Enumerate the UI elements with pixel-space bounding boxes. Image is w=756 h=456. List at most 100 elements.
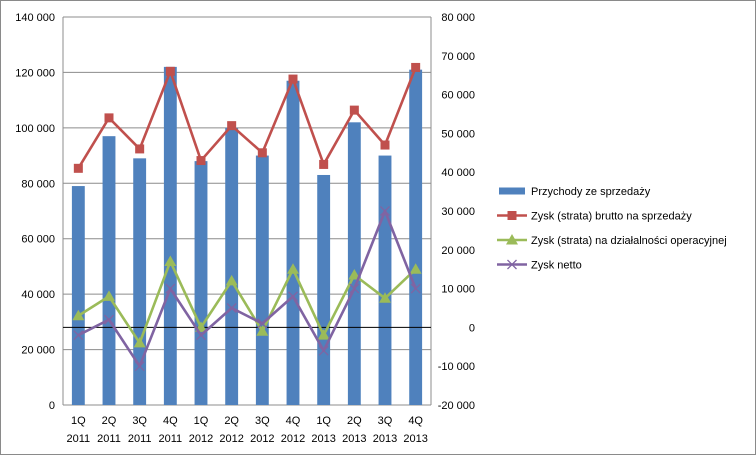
point-1-8 bbox=[317, 329, 330, 340]
x-tick-label-q-10: 3Q bbox=[378, 415, 393, 427]
x-tick-label-q-8: 1Q bbox=[316, 415, 331, 427]
right-tick-label-3: 10 000 bbox=[441, 284, 475, 296]
point-2-10 bbox=[380, 206, 390, 216]
bar-11 bbox=[409, 69, 423, 406]
x-tick-label-q-2: 3Q bbox=[132, 415, 147, 427]
point-2-7 bbox=[288, 291, 298, 302]
right-tick-label-0: -20 000 bbox=[438, 400, 475, 412]
point-2-4 bbox=[196, 330, 206, 341]
point-2-5 bbox=[226, 303, 237, 313]
right-tick-label-7: 50 000 bbox=[441, 128, 475, 140]
point-2-1 bbox=[104, 314, 114, 325]
bar-10 bbox=[378, 155, 392, 405]
x-tick-label-q-11: 4Q bbox=[408, 415, 423, 427]
bar-8 bbox=[317, 174, 331, 405]
point-0-9 bbox=[349, 105, 359, 115]
bar-6 bbox=[255, 155, 269, 405]
point-1-7 bbox=[287, 263, 299, 274]
point-1-1 bbox=[103, 290, 115, 301]
point-2-2 bbox=[134, 361, 145, 372]
point-2-8 bbox=[318, 345, 329, 356]
x-tick-label-year-9: 2013 bbox=[342, 433, 366, 445]
point-1-0 bbox=[72, 309, 85, 321]
bar-9 bbox=[347, 122, 361, 406]
left-tick-label-5: 100 000 bbox=[15, 123, 55, 135]
legend-marker-1 bbox=[507, 211, 517, 220]
point-2-6 bbox=[257, 318, 268, 329]
point-0-0 bbox=[73, 163, 83, 173]
x-tick-label-year-4: 2012 bbox=[189, 433, 213, 445]
x-tick-label-q-3: 4Q bbox=[163, 415, 178, 427]
right-tick-label-2: 0 bbox=[469, 322, 475, 334]
point-1-11 bbox=[409, 263, 422, 274]
legend-item-2: Zysk (strata) na działalności operacyjne… bbox=[497, 234, 727, 247]
x-tick-label-q-4: 1Q bbox=[194, 415, 209, 427]
point-0-2 bbox=[135, 144, 145, 154]
point-0-11 bbox=[411, 62, 421, 72]
point-1-9 bbox=[348, 269, 361, 280]
legend-marker-2 bbox=[506, 234, 518, 245]
x-tick-label-year-1: 2011 bbox=[97, 433, 121, 445]
point-0-4 bbox=[196, 156, 206, 166]
point-1-3 bbox=[164, 255, 177, 266]
line-series-2 bbox=[77, 209, 417, 368]
x-tick-label-year-5: 2012 bbox=[219, 433, 243, 445]
left-tick-label-7: 140 000 bbox=[15, 12, 55, 24]
left-tick-label-6: 120 000 bbox=[15, 67, 55, 79]
x-tick-label-year-8: 2013 bbox=[311, 433, 335, 445]
legend-item-1: Zysk (strata) brutto na sprzedaży bbox=[497, 211, 692, 223]
bar-4 bbox=[194, 161, 208, 405]
point-2-3 bbox=[165, 283, 176, 294]
bar-0 bbox=[71, 186, 85, 405]
x-tick-label-q-1: 2Q bbox=[102, 415, 117, 427]
left-tick-label-0: 0 bbox=[49, 400, 55, 412]
line-series-1 bbox=[77, 260, 417, 345]
legend-label-0: Przychody ze sprzedaży bbox=[531, 186, 651, 198]
bar-2 bbox=[133, 158, 147, 405]
point-0-1 bbox=[104, 113, 114, 123]
right-tick-label-8: 60 000 bbox=[441, 90, 475, 102]
legend-item-0: Przychody ze sprzedaży bbox=[499, 186, 651, 198]
point-0-3 bbox=[165, 66, 175, 76]
point-2-0 bbox=[73, 330, 84, 341]
bar-3 bbox=[163, 66, 177, 405]
point-1-5 bbox=[225, 274, 238, 286]
right-tick-label-5: 30 000 bbox=[441, 206, 475, 218]
x-tick-label-year-0: 2011 bbox=[67, 433, 91, 445]
x-tick-label-q-0: 1Q bbox=[71, 415, 86, 427]
legend-item-3: Zysk netto bbox=[497, 260, 582, 272]
point-1-2 bbox=[133, 336, 146, 348]
x-tick-label-year-6: 2012 bbox=[250, 433, 274, 445]
x-tick-label-year-3: 2011 bbox=[159, 433, 183, 445]
x-tick-label-year-10: 2013 bbox=[373, 433, 397, 445]
left-tick-label-3: 60 000 bbox=[21, 234, 55, 246]
x-tick-label-q-5: 2Q bbox=[224, 415, 239, 427]
x-tick-label-year-11: 2013 bbox=[403, 433, 427, 445]
right-tick-label-4: 20 000 bbox=[441, 245, 475, 257]
legend-label-3: Zysk netto bbox=[531, 260, 582, 272]
right-tick-label-1: -10 000 bbox=[438, 361, 475, 373]
x-tick-label-q-9: 2Q bbox=[347, 415, 362, 427]
point-0-7 bbox=[288, 74, 298, 84]
x-tick-label-q-7: 4Q bbox=[286, 415, 301, 427]
point-2-9 bbox=[349, 283, 360, 294]
x-tick-label-year-2: 2011 bbox=[128, 433, 152, 445]
legend-label-2: Zysk (strata) na działalności operacyjne… bbox=[531, 235, 727, 247]
line-series-0 bbox=[77, 66, 417, 169]
point-1-10 bbox=[379, 292, 391, 303]
left-tick-label-4: 80 000 bbox=[21, 178, 55, 190]
bar-7 bbox=[286, 80, 300, 405]
point-0-6 bbox=[257, 148, 267, 158]
point-2-11 bbox=[410, 283, 421, 294]
bar-5 bbox=[225, 127, 239, 405]
right-tick-label-9: 70 000 bbox=[441, 51, 475, 63]
x-tick-label-year-7: 2012 bbox=[281, 433, 305, 445]
legend-swatch-0 bbox=[499, 187, 525, 195]
legend-marker-3 bbox=[507, 259, 517, 270]
right-tick-label-6: 40 000 bbox=[441, 167, 475, 179]
point-0-5 bbox=[227, 121, 237, 131]
left-tick-label-2: 40 000 bbox=[21, 289, 55, 301]
legend-label-1: Zysk (strata) brutto na sprzedaży bbox=[531, 211, 692, 223]
